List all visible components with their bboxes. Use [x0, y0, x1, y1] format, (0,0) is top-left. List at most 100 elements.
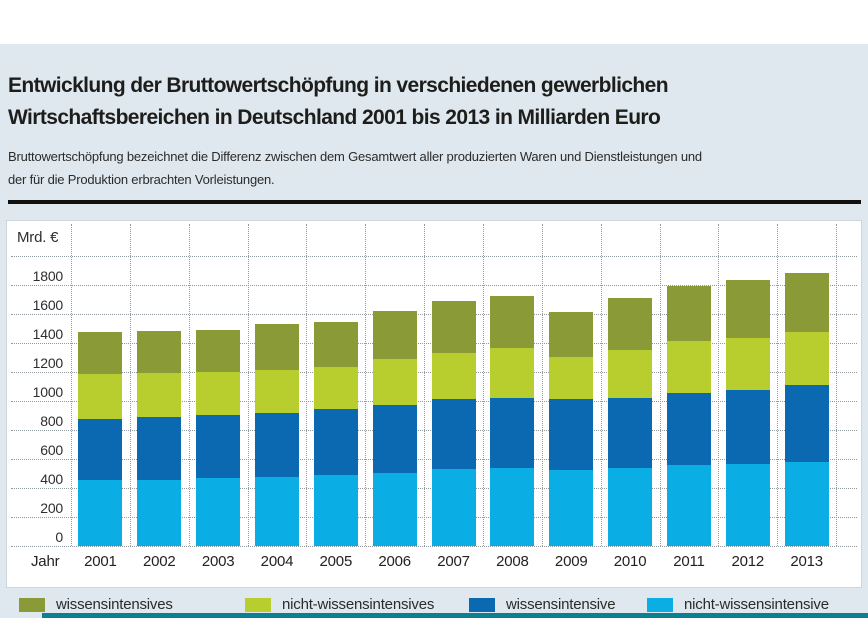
y-tick-label: 200 — [40, 499, 63, 516]
y-tick-label: 1400 — [32, 325, 64, 342]
bar-segment-wissensintensives — [490, 296, 535, 349]
v-gridline — [777, 224, 779, 546]
bar-segment-nicht-wissensintensive — [549, 469, 594, 546]
bar-segment-nicht-wissensintensives — [490, 348, 535, 398]
bar-segment-nicht-wissensintensive — [254, 477, 299, 546]
legend-swatch-darkblue — [469, 597, 495, 612]
chart-area: Mrd. € Jahr 1800 1600 1400 1200 1000 800 600 40… — [6, 220, 862, 588]
bar-segment-nicht-wissensintensives — [313, 367, 358, 409]
bar-segment-nicht-wissensintensives — [666, 341, 711, 394]
v-gridline — [836, 224, 838, 546]
page-subtitle: Bruttowertschöpfung bezeichnet die Diffe… — [8, 145, 828, 191]
page-title-line2: Wirtschaftsbereichen in Deutschland 2001… — [8, 106, 661, 129]
v-gridline — [306, 224, 308, 546]
legend-item-wissensintensives: wissensintensives — [19, 596, 173, 613]
x-tick-label: 2002 — [142, 553, 176, 570]
v-gridline — [482, 224, 484, 546]
bar-segment-nicht-wissensintensives — [254, 370, 299, 414]
legend-label: nicht-wissensintensives — [282, 596, 435, 613]
legend-swatch-lightgreen — [245, 597, 271, 612]
bottom-accent-bar — [42, 613, 868, 618]
legend-label: wissensintensive — [506, 596, 616, 613]
bar-segment-wissensintensive — [313, 408, 358, 475]
bar-segment-nicht-wissensintensives — [196, 371, 241, 416]
page-subtitle-line2: der für die Produktion erbrachten Vorlei… — [8, 172, 275, 187]
page-title: Entwicklung der Bruttowertschöpfung in v… — [8, 70, 848, 134]
bar-segment-nicht-wissensintensive — [313, 474, 358, 546]
legend-item-nicht-wissensintensives: nicht-wissensintensives — [245, 596, 434, 613]
v-gridline — [659, 224, 661, 546]
page-subtitle-line1: Bruttowertschöpfung bezeichnet die Diffe… — [8, 149, 702, 164]
bar-segment-wissensintensive — [549, 398, 594, 470]
bar-segment-nicht-wissensintensive — [431, 469, 476, 546]
h-gridline — [11, 255, 857, 257]
y-tick-label: 400 — [40, 470, 63, 487]
bar-segment-nicht-wissensintensives — [725, 337, 770, 390]
x-axis-title: Jahr — [31, 553, 60, 570]
bar-segment-wissensintensive — [784, 384, 829, 463]
h-gridline — [11, 546, 857, 547]
bar-segment-nicht-wissensintensive — [196, 478, 241, 546]
y-tick-label: 800 — [40, 412, 63, 429]
v-gridline — [718, 224, 720, 546]
x-tick-label: 2013 — [790, 553, 823, 570]
x-tick-label: 2005 — [319, 553, 353, 570]
x-tick-label: 2011 — [673, 553, 705, 570]
legend-item-nicht-wissensintensive: nicht-wissensintensive — [647, 596, 829, 613]
bar-segment-nicht-wissensintensives — [784, 331, 829, 385]
legend-label: wissensintensives — [56, 596, 173, 613]
bar-segment-nicht-wissensintensive — [372, 472, 417, 546]
bar-segment-nicht-wissensintensive — [490, 467, 535, 546]
v-gridline — [188, 224, 190, 546]
bar-segment-wissensintensive — [196, 415, 241, 479]
bar-segment-nicht-wissensintensive — [137, 479, 182, 546]
bar-segment-wissensintensive — [78, 418, 123, 480]
bar-segment-nicht-wissensintensive — [725, 463, 770, 546]
bar-segment-wissensintensive — [666, 393, 711, 465]
bar-segment-wissensintensives — [372, 310, 417, 359]
bar-segment-wissensintensive — [254, 413, 299, 477]
y-tick-label: 600 — [40, 441, 63, 458]
bar-segment-wissensintensives — [431, 301, 476, 353]
bar-segment-nicht-wissensintensives — [78, 373, 123, 419]
bar-segment-nicht-wissensintensive — [608, 468, 653, 546]
v-gridline — [365, 224, 367, 546]
bar-segment-wissensintensives — [78, 332, 123, 374]
x-tick-label: 2009 — [554, 553, 588, 570]
v-gridline — [71, 224, 72, 546]
legend-swatch-olive — [19, 597, 45, 612]
y-tick-label: 0 — [55, 529, 63, 545]
y-tick-label: 1000 — [32, 383, 64, 400]
bar-segment-wissensintensive — [137, 416, 182, 480]
bar-segment-nicht-wissensintensive — [666, 464, 711, 546]
legend-swatch-lightblue — [647, 597, 673, 612]
x-tick-label: 2004 — [260, 553, 294, 570]
v-gridline — [424, 224, 426, 546]
bar-segment-wissensintensive — [608, 397, 653, 469]
bar-segment-wissensintensives — [725, 280, 770, 338]
x-tick-label: 2008 — [496, 553, 529, 570]
x-tick-label: 2010 — [613, 553, 647, 570]
bar-segment-wissensintensives — [608, 297, 653, 350]
bar-segment-wissensintensives — [549, 312, 594, 358]
bar-segment-wissensintensive — [431, 399, 476, 470]
legend-label: nicht-wissensintensive — [684, 596, 829, 613]
bar-segment-nicht-wissensintensives — [549, 357, 594, 399]
bar-segment-wissensintensives — [196, 330, 241, 372]
x-tick-label: 2007 — [437, 553, 470, 570]
bar-segment-wissensintensive — [725, 389, 770, 464]
bar-segment-wissensintensives — [137, 331, 182, 374]
y-tick-label: 1200 — [32, 354, 64, 371]
x-tick-label: 2003 — [201, 553, 235, 570]
v-gridline — [600, 224, 602, 546]
bar-segment-wissensintensives — [313, 321, 358, 368]
v-gridline — [247, 224, 249, 546]
y-tick-label: 1600 — [32, 296, 64, 313]
x-tick-label: 2006 — [378, 553, 411, 570]
bar-segment-wissensintensives — [254, 323, 299, 371]
bar-segment-nicht-wissensintensives — [431, 352, 476, 400]
bar-segment-nicht-wissensintensives — [137, 373, 182, 417]
bar-segment-nicht-wissensintensive — [78, 479, 123, 546]
bar-segment-wissensintensive — [490, 397, 535, 468]
